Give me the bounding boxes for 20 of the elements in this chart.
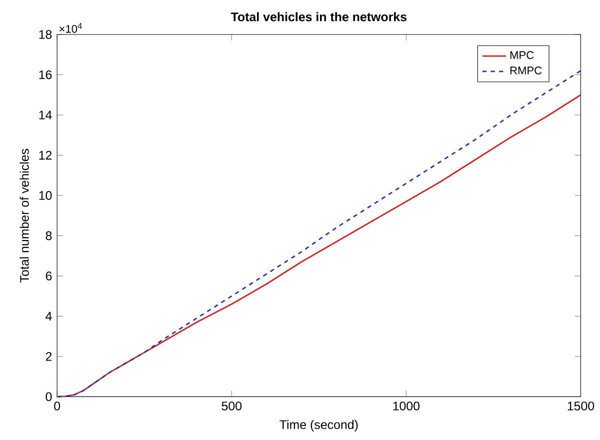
- y-tick-label: 8: [46, 231, 52, 240]
- x-axis-title: Time (second): [280, 420, 358, 432]
- y-tick-label: 6: [46, 272, 52, 280]
- text: ×10$^{4}$: [60, 23, 82, 33]
- y-tick-label: 2: [46, 352, 52, 361]
- y-tick-label: 4: [46, 312, 52, 320]
- x-tick-label: 1000: [393, 402, 420, 410]
- y-tick-label: 14: [39, 110, 52, 120]
- x-tick-label: 0: [54, 402, 60, 410]
- x-tick-label: 500: [222, 402, 242, 410]
- legend-label: RMPC: [510, 66, 542, 74]
- y-tick-label: 0: [46, 392, 52, 402]
- y-tick-label: 12: [39, 150, 52, 160]
- y-tick-label: 16: [39, 70, 52, 80]
- y-axis-title: Total number of vehicles: [20, 148, 29, 282]
- y-tick-label: 18: [39, 30, 52, 39]
- y-tick-label: 10: [39, 191, 52, 200]
- x-tick-label: 1500: [568, 402, 594, 410]
- legend-label: MPC: [510, 51, 534, 59]
- chart-title: Total vehicles in the networks: [230, 12, 407, 22]
